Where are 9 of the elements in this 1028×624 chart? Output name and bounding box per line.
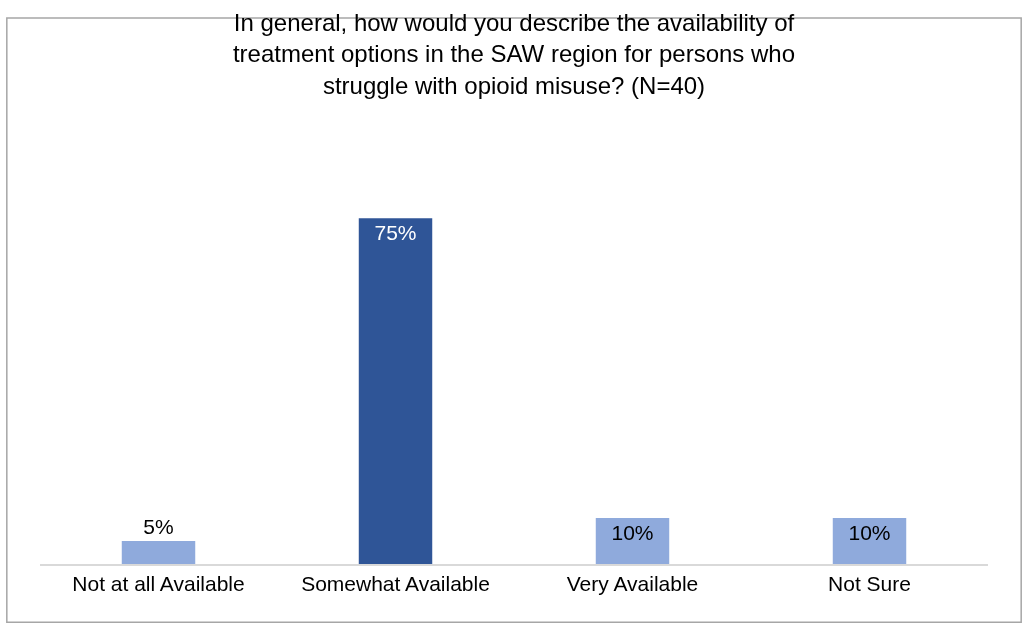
data-label: 75% xyxy=(374,221,417,245)
chart-title: In general, how would you describe the availability of treatment options in the SAW region for persons who struggle with opioid misuse? (N=40) xyxy=(232,9,796,99)
x-tick-label: Not at all Available xyxy=(72,571,245,595)
data-label: 10% xyxy=(611,520,654,544)
data-label: 5% xyxy=(143,514,174,538)
x-tick-label: Very Available xyxy=(566,571,699,595)
x-tick-label: Somewhat Available xyxy=(301,571,490,595)
x-tick-label: Not Sure xyxy=(828,571,911,595)
data-label: 10% xyxy=(848,520,891,544)
